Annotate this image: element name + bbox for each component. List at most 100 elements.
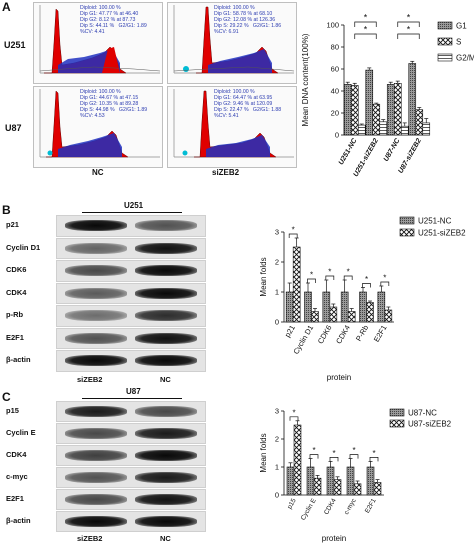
blot-band [65, 516, 127, 527]
bar [293, 424, 302, 496]
bar [346, 466, 355, 496]
significance-bracket [307, 278, 316, 283]
legend-label: G2/M [456, 54, 474, 63]
blot-band [65, 406, 127, 417]
flow-histogram-u87-sizeb2: Diploid: 100.00 % Dip G1: 64.47 % at 63.… [167, 86, 297, 168]
significance-bracket [289, 416, 299, 421]
blot-header-u251: U251 [124, 201, 144, 210]
category-label: P-Rb [354, 324, 370, 343]
bar [365, 69, 374, 136]
blot-band [65, 220, 127, 231]
blot-protein-label: Cyclin D1 [6, 242, 41, 252]
category-label: CDK4 [323, 497, 338, 516]
blot-condition-nc: NC [160, 534, 171, 543]
blot-protein-label: Cyclin E [6, 428, 36, 437]
y-tick-label: 3 [275, 407, 279, 416]
blot-protein-label: c-myc [6, 472, 28, 481]
bar [422, 122, 431, 136]
blot-band [135, 428, 197, 439]
legend-swatch [437, 21, 453, 30]
significance-bracket [354, 33, 377, 39]
blot-band [135, 265, 197, 276]
significance-star: * [352, 446, 355, 455]
y-axis-label: Mean DNA content(100%) [301, 33, 310, 126]
legend-label: U87-siZEB2 [408, 420, 452, 429]
blot-protein-label: CDK4 [6, 287, 27, 297]
header-rule [82, 212, 182, 213]
header-rule [82, 398, 182, 399]
blot-protein-label: p-Rb [6, 310, 24, 320]
bar [347, 311, 356, 323]
flow-stats: Diploid: 100.00 % Dip G1: 58.78 % at 68.… [214, 5, 282, 35]
blot-condition-sizeb2: siZEB2 [77, 534, 103, 543]
bar [311, 311, 319, 323]
flow-stats: Diploid: 100.00 % Dip G1: 47.77 % at 46.… [80, 5, 147, 35]
blot-band [135, 242, 197, 254]
y-tick-label: 20 [331, 109, 339, 118]
blot-strip [56, 282, 206, 304]
blot-strip [56, 260, 206, 282]
bar [357, 124, 366, 136]
category-label: p21 [283, 324, 297, 339]
bar [292, 246, 301, 323]
blot-band [135, 355, 197, 366]
blot-band [65, 472, 127, 483]
significance-star: * [407, 25, 411, 35]
legend-swatch [399, 216, 415, 225]
legend-label: G1 [456, 22, 467, 31]
y-tick-label: 0 [335, 131, 339, 140]
blot-band [65, 428, 127, 439]
blot-protein-label: p21 [6, 220, 19, 230]
legend-swatch [437, 53, 453, 62]
cell-line-label-u251: U251 [4, 40, 26, 50]
legend-label: S [456, 38, 461, 47]
significance-star: * [328, 268, 331, 277]
blot-band [135, 494, 197, 505]
blot-strip [56, 350, 206, 372]
significance-star: * [347, 268, 350, 277]
blot-band [65, 494, 127, 505]
significance-star: * [372, 449, 375, 458]
histogram-plot [173, 89, 294, 158]
category-label: E2F1 [364, 497, 378, 514]
legend-label: U251-siZEB2 [418, 229, 466, 238]
legend-swatch [437, 37, 453, 46]
significance-bracket [343, 275, 353, 280]
y-axis-label: Mean folds [259, 433, 268, 472]
blot-band [65, 287, 127, 299]
significance-star: * [292, 226, 295, 235]
significance-star: * [407, 13, 411, 23]
significance-bracket [397, 33, 420, 39]
bar [343, 84, 352, 136]
blot-band [135, 450, 197, 461]
bar [353, 483, 362, 496]
blot-condition-nc: NC [160, 375, 171, 384]
significance-star: * [310, 271, 313, 280]
category-label: CDK6 [316, 324, 334, 346]
flow-histogram-u87-nc: Diploid: 100.00 % Dip G1: 44.67 % at 47.… [33, 86, 163, 168]
blot-strip [56, 215, 206, 237]
significance-star: * [383, 274, 386, 283]
significance-star: * [292, 408, 295, 417]
flow-histogram-u251-sizeb2: Diploid: 100.00 % Dip G1: 58.78 % at 68.… [167, 2, 297, 84]
bar [379, 121, 388, 136]
significance-bracket [309, 454, 319, 459]
blot-band [135, 332, 197, 344]
x-axis-label: protein [327, 373, 351, 382]
significance-star: * [364, 13, 368, 23]
bar [400, 125, 409, 136]
cell-cycle-bar-chart: 0 20 40 60 80 100 Mean DNA content(100%) U251-N… [301, 13, 474, 179]
bar [372, 103, 381, 136]
bar [329, 306, 338, 323]
y-axis-label: Mean folds [259, 257, 268, 296]
histogram-plot [39, 89, 160, 158]
bar [306, 466, 315, 496]
blot-band [135, 406, 197, 417]
y-tick-label: 2 [275, 258, 279, 267]
category-label: c-myc [343, 497, 358, 516]
y-tick-label: 40 [331, 87, 339, 96]
u87-protein-bar-chart: 0 1 2 3 Mean folds protein p15 Cyclin E CDK4 c-my… [259, 407, 452, 544]
blot-strip [56, 423, 206, 444]
bar [377, 291, 386, 323]
